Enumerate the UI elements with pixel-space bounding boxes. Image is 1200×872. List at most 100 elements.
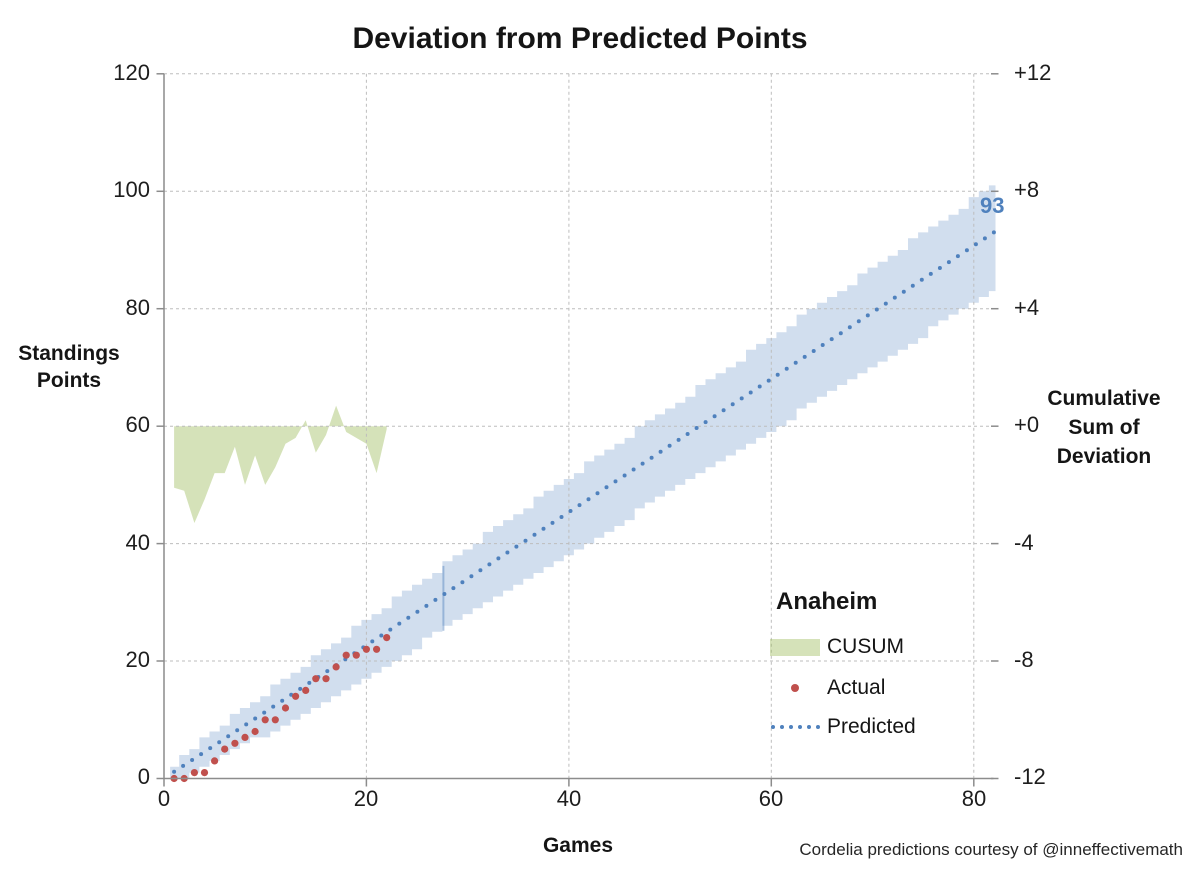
predicted-line-dot — [307, 680, 312, 685]
predicted-line-dot — [658, 449, 663, 454]
predicted-line-dot — [379, 633, 384, 638]
predicted-line-dot — [802, 354, 807, 359]
actual-point — [190, 769, 198, 777]
predicted-line-dot — [325, 669, 330, 674]
predicted-line-dot — [460, 580, 465, 585]
predicted-line-dot — [784, 366, 789, 371]
predicted-line-dot — [640, 461, 645, 466]
predicted-line-dot — [262, 710, 267, 715]
actual-point — [332, 663, 340, 671]
predicted-line-dot — [298, 686, 303, 691]
predicted-line-dot — [586, 497, 591, 502]
actual-point — [211, 757, 219, 765]
predicted-line-dot — [442, 592, 447, 596]
x-axis-tick: 60 — [758, 786, 784, 811]
predicted-line-dot — [433, 597, 438, 602]
left-axis-title: Standings Points — [8, 340, 130, 394]
right-axis-title-line3: Deviation — [1056, 445, 1152, 468]
predicted-line-dot — [856, 319, 861, 324]
predicted-line-dot — [685, 432, 690, 436]
predicted-line-dot — [496, 556, 501, 561]
predicted-line-dot — [244, 722, 249, 727]
x-axis-tick: 80 — [961, 786, 987, 811]
predicted-line-dot — [613, 479, 618, 484]
predicted-line-dot — [982, 236, 987, 241]
left-axis-tick: 120 — [113, 60, 150, 85]
predicted-line-dot — [226, 734, 231, 739]
predicted-line-dot — [235, 728, 240, 733]
cusum-area — [174, 405, 387, 523]
predicted-line-dot — [478, 568, 483, 573]
x-axis-title: Games — [542, 834, 614, 857]
predicted-final-value-label: 93 — [980, 193, 1005, 218]
predicted-line-dot — [793, 360, 798, 365]
predicted-line-dot — [424, 603, 429, 608]
predicted-line-dot — [280, 698, 285, 703]
predicted-line-dot — [208, 746, 213, 751]
cusum-area-icon — [768, 638, 822, 656]
predicted-line-dot — [757, 384, 762, 389]
predicted-line-dot — [388, 627, 393, 632]
footer-credit: Cordelia predictions courtesy of @inneff… — [799, 840, 1183, 859]
predicted-line-dot — [901, 289, 906, 294]
actual-point — [251, 727, 259, 736]
actual-point — [281, 704, 290, 712]
predicted-line-dot — [964, 248, 969, 253]
predicted-line-dot — [505, 550, 510, 555]
legend-item-label: Predicted — [827, 715, 916, 738]
right-axis-tick: +12 — [1014, 60, 1052, 85]
predicted-line-dot — [181, 763, 186, 768]
predicted-line-dot — [667, 443, 672, 448]
actual-point — [322, 675, 330, 683]
predicted-line-dot — [766, 378, 771, 383]
predicted-line-dot — [559, 515, 564, 519]
predicted-line-dot — [847, 325, 852, 330]
predicted-line-dot — [649, 455, 654, 460]
left-axis-tick: 0 — [137, 764, 150, 789]
predicted-line-dot — [604, 485, 609, 490]
left-axis-tick: 100 — [113, 177, 150, 202]
left-axis-tick: 40 — [125, 530, 150, 555]
predicted-line-dot — [172, 769, 177, 774]
right-axis-title-line2: Sum of — [1068, 416, 1140, 439]
predicted-line-dot — [775, 372, 780, 377]
predicted-line-dot — [721, 408, 726, 413]
right-axis-tick: -8 — [1014, 647, 1034, 672]
predicted-line-dot — [829, 337, 834, 342]
actual-point — [231, 739, 239, 747]
right-axis-tick: -12 — [1014, 764, 1046, 789]
predicted-line-dot — [595, 491, 600, 496]
legend: Anaheim CUSUM Actual Predicted — [768, 582, 978, 752]
predicted-line-dot — [865, 313, 870, 318]
left-axis-title-line1: Standings — [18, 342, 120, 365]
predicted-line-dot — [577, 503, 582, 508]
predicted-line-dot — [217, 740, 222, 745]
actual-point — [373, 645, 381, 653]
actual-point — [302, 686, 310, 695]
predicted-line-dot — [370, 639, 375, 644]
predicted-line-dot — [811, 349, 816, 353]
actual-point — [200, 769, 209, 777]
actual-point — [292, 692, 300, 700]
legend-title: Anaheim — [776, 588, 878, 615]
predicted-line-dot — [271, 704, 276, 709]
predicted-dotted-line-icon — [768, 725, 822, 729]
predicted-line-dot — [973, 242, 978, 247]
actual-point — [261, 716, 269, 724]
right-axis-tick: +0 — [1014, 412, 1040, 437]
predicted-line-dot — [730, 402, 735, 407]
right-axis-title-line1: Cumulative — [1047, 387, 1161, 410]
actual-dot-icon — [768, 684, 822, 692]
predicted-line-dot — [748, 390, 753, 395]
actual-point — [383, 634, 391, 642]
right-axis-tick: +8 — [1014, 177, 1040, 202]
actual-point — [312, 675, 320, 683]
chart-title: Deviation from Predicted Points — [352, 22, 808, 55]
predicted-line-dot — [883, 301, 888, 306]
predicted-line-dot — [676, 437, 681, 442]
predicted-line-dot — [631, 467, 636, 472]
predicted-line-dot — [937, 266, 942, 270]
left-axis-tick: 20 — [125, 647, 150, 672]
